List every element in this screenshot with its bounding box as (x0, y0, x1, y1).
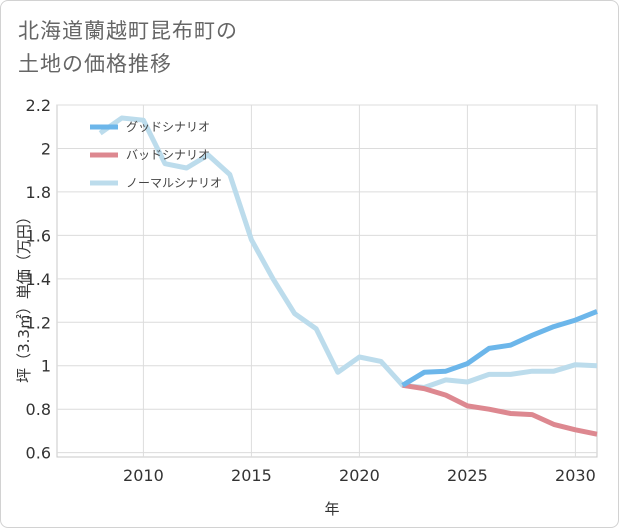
y-tick-label: 0.6 (26, 444, 51, 463)
x-tick-label: 2020 (339, 466, 380, 485)
series-line-2 (98, 115, 598, 390)
x-tick-label: 2030 (555, 466, 596, 485)
y-tick-label: 2.2 (26, 96, 51, 115)
series-layer (98, 115, 598, 437)
legend-label-2: ノーマルシナリオ (126, 176, 222, 190)
y-tick-label: 1.8 (26, 183, 51, 202)
chart-title: 北海道蘭越町昆布町の 土地の価格推移 (18, 15, 238, 81)
x-tick-label: 2015 (231, 466, 272, 485)
plot-area (56, 104, 598, 458)
y-tick-label: 1.2 (26, 313, 51, 332)
y-tick-label: 2 (41, 139, 51, 158)
y-tick-label: 0.8 (26, 400, 51, 419)
y-axis-ticks: 0.6 0.8 1 1.2 1.4 1.6 1.8 2 2.2 (26, 96, 51, 463)
chart-title-line-1: 北海道蘭越町昆布町の (18, 19, 238, 43)
y-tick-label: 1.4 (26, 270, 51, 289)
x-axis-title: 年 (324, 500, 339, 518)
x-axis-ticks: 2010 2015 2020 2025 2030 (123, 466, 596, 485)
y-tick-label: 1 (41, 357, 51, 376)
y-axis-title: 坪（3.3㎡）単価（万円） (15, 209, 33, 383)
x-tick-label: 2010 (123, 466, 164, 485)
series-line-1 (402, 382, 598, 437)
series-line-0 (401, 309, 598, 388)
y-tick-label: 1.6 (26, 226, 51, 245)
grid (57, 104, 597, 457)
chart-title-line-2: 土地の価格推移 (18, 52, 172, 76)
legend-label-1: バッドシナリオ (126, 148, 210, 162)
x-tick-label: 2025 (447, 466, 488, 485)
legend-label-0: グッドシナリオ (126, 120, 210, 134)
